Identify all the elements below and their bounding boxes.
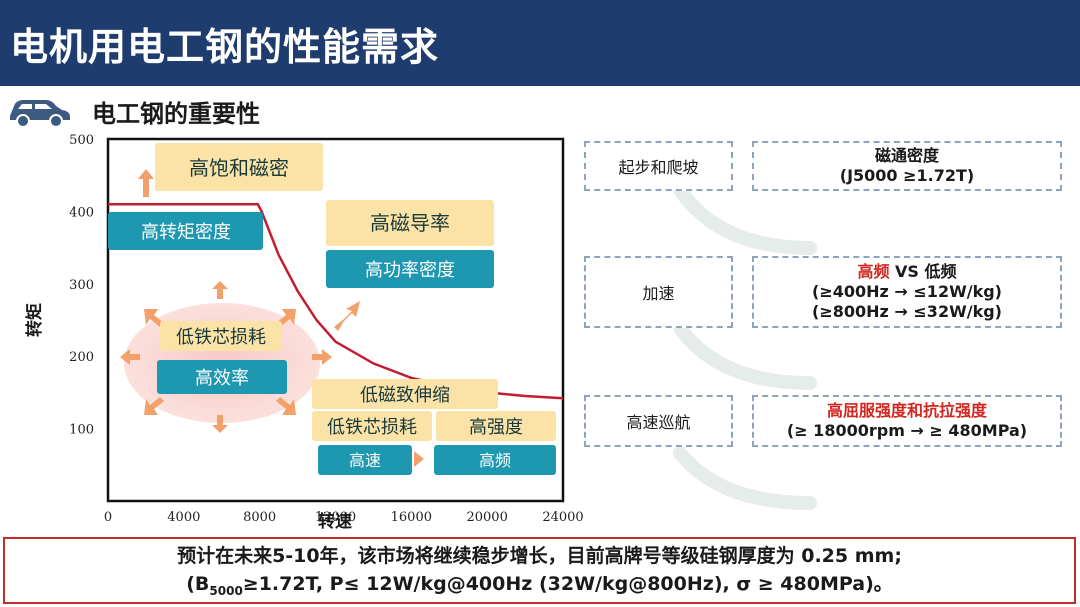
label-box bbox=[326, 250, 494, 288]
section-title: 电工钢的重要性 bbox=[92, 100, 260, 128]
arrows bbox=[120, 169, 424, 467]
flow-stage-label: 高速巡航 bbox=[626, 413, 691, 432]
summary-line-1: 预计在未来5-10年，该市场将继续稳步增长，目前高牌号等级硅钢厚度为 0.25 … bbox=[177, 545, 902, 567]
label-high-speed: 高速 bbox=[349, 451, 381, 470]
car-icon bbox=[10, 100, 70, 128]
y-tick-label: 100 bbox=[69, 423, 94, 438]
y-tick-label: 400 bbox=[69, 205, 94, 220]
x-tick-label: 0 bbox=[104, 510, 112, 525]
curved-arrow-icon bbox=[673, 446, 817, 510]
label-low-loss-2: 低铁芯损耗 bbox=[327, 417, 417, 438]
flow-stage-launch: 起步和爬坡 bbox=[584, 141, 733, 191]
label-high-strength: 高强度 bbox=[469, 417, 523, 438]
arrow-icon bbox=[144, 309, 164, 327]
arrow-icon bbox=[276, 397, 296, 415]
flow-stage-cruise: 高速巡航 bbox=[584, 395, 733, 447]
label-box bbox=[318, 445, 412, 475]
label-high-power: 高功率密度 bbox=[365, 260, 455, 281]
summary-line-2: (B5000≥1.72T, P≤ 12W/kg@400Hz (32W/kg@80… bbox=[186, 573, 893, 598]
flow-stage-label: 加速 bbox=[642, 284, 675, 303]
y-axis-label: 转矩 bbox=[24, 303, 45, 337]
x-tick-label: 8000 bbox=[243, 510, 276, 525]
x-axis-ticks: 0 4000 8000 12000 16000 20000 24000 bbox=[104, 510, 584, 525]
label-high-torque: 高转矩密度 bbox=[141, 222, 231, 243]
curved-arrow-icon bbox=[673, 321, 817, 390]
label-high-frequency: 高频 bbox=[479, 451, 511, 470]
label-box bbox=[434, 445, 556, 475]
y-tick-label: 500 bbox=[69, 133, 94, 148]
label-box bbox=[157, 360, 287, 394]
label-box bbox=[108, 212, 263, 250]
label-high-saturation: 高饱和磁密 bbox=[189, 156, 289, 180]
label-box bbox=[160, 321, 282, 351]
requirement-value: (≥800Hz → ≤32W/kg) bbox=[812, 302, 1002, 321]
up-arrow-icon bbox=[138, 169, 154, 197]
label-low-magnetostriction: 低磁致伸缩 bbox=[360, 385, 450, 406]
connector-arcs bbox=[673, 183, 817, 510]
y-tick-label: 200 bbox=[69, 350, 94, 365]
x-tick-label: 4000 bbox=[167, 510, 200, 525]
summary-box: 预计在未来5-10年，该市场将继续稳步增长，目前高牌号等级硅钢厚度为 0.25 … bbox=[3, 537, 1076, 604]
diagonal-arrow-icon bbox=[334, 301, 360, 331]
arrow-icon bbox=[212, 281, 228, 299]
requirement-title: 高屈服强度和抗拉强度 bbox=[826, 401, 987, 420]
arrow-icon bbox=[212, 415, 228, 433]
flow-stage-accelerate: 加速 bbox=[584, 256, 733, 328]
requirement-frequency: 高频 VS 低频 (≥400Hz → ≤12W/kg) (≥800Hz → ≤3… bbox=[752, 256, 1062, 328]
label-low-loss: 低铁芯损耗 bbox=[176, 327, 266, 348]
requirement-flux-density: 磁通密度 (J5000 ≥1.72T) bbox=[752, 141, 1062, 191]
requirement-strength: 高屈服强度和抗拉强度 (≥ 18000rpm → ≥ 480MPa) bbox=[752, 395, 1062, 447]
requirement-value: (≥400Hz → ≤12W/kg) bbox=[812, 282, 1002, 301]
curved-arrow-icon bbox=[673, 183, 817, 255]
x-tick-label: 12000 bbox=[315, 510, 356, 525]
label-high-permeability: 高磁导率 bbox=[370, 211, 450, 235]
x-axis-label: 转速 bbox=[318, 511, 352, 532]
arrow-icon bbox=[312, 349, 332, 365]
header-bar: 电机用电工钢的性能需求 bbox=[0, 0, 1080, 86]
label-box bbox=[312, 411, 432, 441]
y-axis-ticks: 100 200 300 400 500 bbox=[69, 133, 94, 438]
label-box bbox=[326, 200, 494, 246]
label-high-efficiency: 高效率 bbox=[195, 368, 249, 389]
requirement-value: (≥ 18000rpm → ≥ 480MPa) bbox=[786, 421, 1028, 440]
arrow-icon bbox=[144, 397, 164, 415]
torque-speed-chart: 100 200 300 400 500 0 4000 8000 12000 16000 20000… bbox=[24, 133, 584, 532]
x-tick-label: 20000 bbox=[466, 510, 507, 525]
requirement-title: 高频 VS 低频 bbox=[857, 262, 957, 281]
section-header: 电工钢的重要性 bbox=[0, 90, 600, 130]
x-tick-label: 24000 bbox=[542, 510, 583, 525]
requirement-title: 磁通密度 bbox=[874, 146, 939, 165]
y-tick-label: 300 bbox=[69, 278, 94, 293]
requirement-value: (J5000 ≥1.72T) bbox=[839, 166, 975, 185]
label-box bbox=[312, 379, 498, 409]
flow-stage-label: 起步和爬坡 bbox=[618, 158, 699, 177]
label-box bbox=[436, 411, 556, 441]
x-tick-label: 16000 bbox=[391, 510, 432, 525]
page-title: 电机用电工钢的性能需求 bbox=[10, 25, 440, 69]
arrow-icon bbox=[120, 349, 140, 365]
right-arrow-icon bbox=[414, 451, 424, 467]
label-box bbox=[155, 143, 323, 191]
